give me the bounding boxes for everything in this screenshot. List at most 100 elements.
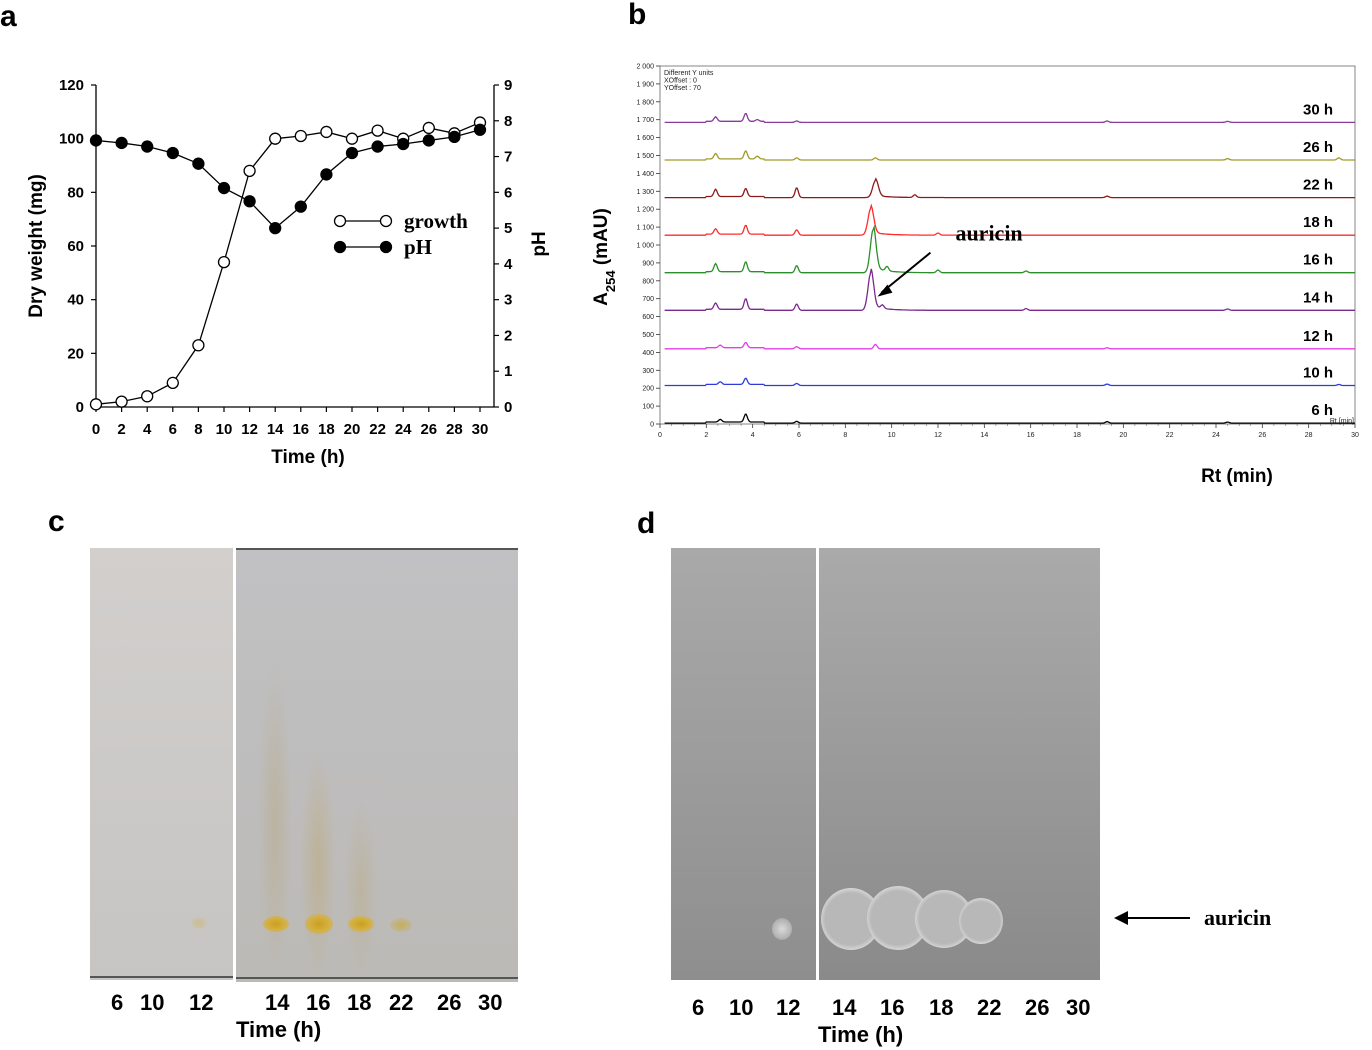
- b-ytick-label: 1 100: [636, 225, 654, 232]
- b-header-line: YOffset : 70: [664, 85, 701, 92]
- annotation-auricin-d: auricin: [1204, 905, 1272, 930]
- b-ytick-label: 200: [642, 386, 654, 393]
- b-trace-label-18h: 18 h: [1303, 214, 1333, 231]
- inhibition-zone-12: [772, 918, 792, 940]
- a-point-pH: [397, 137, 410, 151]
- inhibition-zone-22: [959, 898, 1003, 944]
- a-point-growth: [371, 124, 384, 137]
- a-point-pH: [115, 136, 128, 150]
- b-trace-label-12h: 12 h: [1303, 328, 1333, 345]
- a-legend-marker-growth: [379, 214, 393, 228]
- panel-letter-c: c: [48, 505, 65, 538]
- b-ytick-label: 500: [642, 332, 654, 339]
- b-xtick-label: 26: [1258, 432, 1266, 439]
- b-xtick-label: 12: [934, 432, 942, 439]
- a-point-pH: [243, 195, 256, 208]
- annotation-arrowhead-d: [1114, 911, 1128, 925]
- b-ytick-label: 600: [642, 314, 654, 321]
- a-y2tick-label: 6: [504, 184, 512, 201]
- b-xtick-label: 18: [1073, 432, 1081, 439]
- a-point-growth: [166, 376, 179, 390]
- tlc-streak-14: [258, 660, 292, 980]
- b-xlabel: Rt (min): [1201, 466, 1273, 487]
- b-trace-label-6h: 6 h: [1311, 402, 1333, 419]
- b-trace-label-30h: 30 h: [1303, 101, 1333, 118]
- b-xtick-label: 2: [704, 432, 708, 439]
- a-point-growth: [192, 339, 205, 352]
- tlc-plate-c-right: [236, 548, 518, 982]
- tlc-plate-c-left: [90, 548, 233, 980]
- lane-label-d-14: 14: [832, 995, 857, 1020]
- b-xtick-label: 0: [658, 432, 662, 439]
- a-point-growth: [345, 132, 359, 145]
- a-y2tick-label: 9: [504, 77, 512, 94]
- a-y2tick-label: 2: [504, 327, 512, 344]
- a-xtick-label: 12: [241, 421, 258, 438]
- a-ytick-label: 60: [67, 238, 84, 255]
- b-trace-12h: [664, 341, 1355, 350]
- a-y2tick-label: 5: [504, 220, 512, 237]
- b-trace-16h: [664, 224, 1355, 274]
- panel-letter-d: d: [637, 507, 656, 540]
- bioassay-plate-d-right: [819, 548, 1100, 980]
- a-xtick-label: 24: [395, 421, 412, 438]
- a-xtick-label: 6: [169, 421, 177, 438]
- b-annotation-auricin: auricin: [955, 221, 1022, 246]
- a-xtick-label: 28: [446, 421, 463, 438]
- a-point-pH: [141, 140, 154, 153]
- a-ytick-label: 120: [59, 77, 84, 94]
- a-xtick-label: 30: [472, 421, 489, 438]
- tlc-spot-14: [263, 916, 289, 932]
- a-xtick-label: 14: [267, 421, 284, 438]
- a-point-pH: [89, 134, 103, 147]
- lane-label-c-16: 16: [306, 990, 331, 1015]
- a-point-growth: [294, 129, 307, 143]
- a-xtick-label: 8: [194, 421, 202, 438]
- a-point-growth: [422, 121, 435, 135]
- a-point-pH: [320, 168, 333, 181]
- a-y2tick-label: 3: [504, 292, 512, 309]
- a-point-growth: [217, 255, 231, 269]
- a-xtick-label: 22: [369, 421, 386, 438]
- lane-label-c-22: 22: [389, 990, 414, 1015]
- b-xtick-label: 20: [1119, 432, 1127, 439]
- a-point-pH: [269, 221, 282, 235]
- b-ytick-label: 1 800: [636, 99, 654, 106]
- a-y2tick-label: 1: [504, 363, 512, 380]
- a-xtick-label: 26: [420, 421, 437, 438]
- a-xtick-label: 4: [143, 421, 152, 438]
- annotation-arrow-d: [1118, 917, 1190, 919]
- tlc-streak-18: [344, 800, 378, 980]
- a-point-pH: [473, 123, 487, 136]
- b-ytick-label: 800: [642, 278, 654, 285]
- a-point-pH: [422, 134, 435, 147]
- tlc-streak-16: [300, 750, 336, 980]
- lane-label-c-30: 30: [478, 990, 503, 1015]
- b-trace-label-22h: 22 h: [1303, 177, 1333, 194]
- b-xtick-label: 8: [843, 432, 847, 439]
- a-ytick-label: 100: [59, 131, 84, 148]
- panel-letter-b: b: [628, 0, 647, 31]
- tlc-spot-18: [348, 916, 374, 932]
- b-ytick-label: 1 200: [636, 207, 654, 214]
- a-ytick-label: 20: [67, 345, 84, 362]
- a-point-growth: [243, 164, 256, 178]
- b-annotation-arrowhead: [877, 284, 893, 297]
- a-legend-label-pH: pH: [404, 235, 432, 259]
- a-xlabel: Time (h): [271, 447, 345, 468]
- b-ytick-label: 1 300: [636, 189, 654, 196]
- a-point-pH: [371, 140, 384, 153]
- b-xtick-label: 4: [751, 432, 755, 439]
- a-legend-marker-pH: [333, 240, 347, 254]
- b-ytick-label: 700: [642, 296, 654, 303]
- a-y2tick-label: 7: [504, 149, 512, 166]
- lane-label-c-14: 14: [265, 990, 290, 1015]
- a-point-growth: [320, 125, 333, 139]
- b-trace-label-14h: 14 h: [1303, 289, 1333, 306]
- a-ytick-label: 80: [67, 184, 84, 201]
- b-trace-6h: [664, 413, 1355, 424]
- a-xtick-label: 0: [92, 421, 100, 438]
- panel-letter-a: a: [0, 0, 17, 33]
- a-y2tick-label: 4: [504, 256, 513, 273]
- lane-label-d-30: 30: [1066, 995, 1091, 1020]
